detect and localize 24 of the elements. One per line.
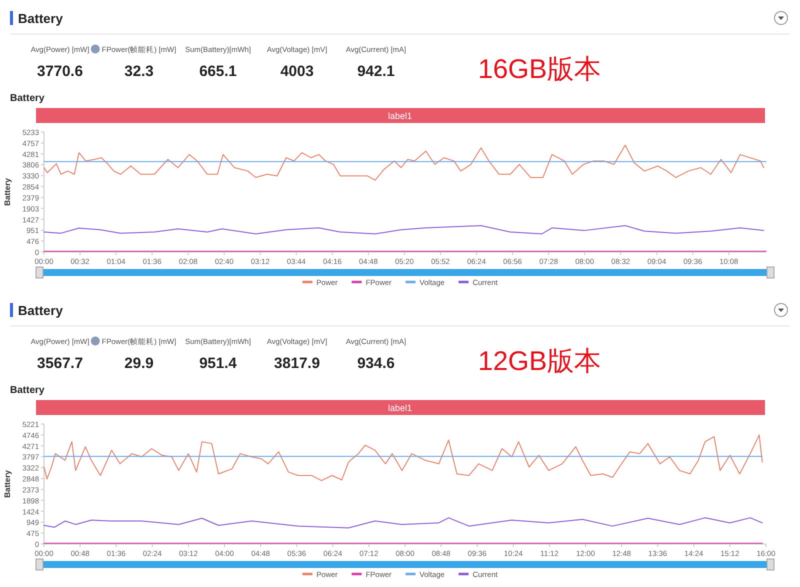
chart-title: Battery bbox=[10, 93, 45, 104]
text: 3567.7 bbox=[37, 355, 83, 372]
text: 16GB版本 bbox=[478, 54, 602, 84]
text: label1 bbox=[388, 403, 412, 413]
text: 4003 bbox=[280, 63, 314, 80]
text: 29.9 bbox=[124, 355, 154, 372]
y-axis-title: Battery bbox=[3, 470, 12, 498]
text: 934.6 bbox=[357, 355, 395, 372]
line-series bbox=[44, 434, 763, 482]
line-series bbox=[44, 517, 763, 528]
text: 12GB版本 bbox=[478, 346, 602, 376]
text: 3817.9 bbox=[274, 355, 320, 372]
text: 942.1 bbox=[357, 63, 395, 80]
text: 665.1 bbox=[199, 63, 237, 80]
text: Battery bbox=[18, 303, 64, 318]
line-series bbox=[44, 144, 764, 181]
text: Battery bbox=[18, 11, 64, 26]
text: 951.4 bbox=[199, 355, 238, 372]
text: 32.3 bbox=[124, 63, 154, 80]
y-axis-title: Battery bbox=[3, 178, 12, 206]
text: 3770.6 bbox=[37, 63, 83, 80]
line-series bbox=[44, 225, 764, 234]
chart-title: Battery bbox=[10, 385, 45, 396]
text: label1 bbox=[388, 111, 412, 121]
